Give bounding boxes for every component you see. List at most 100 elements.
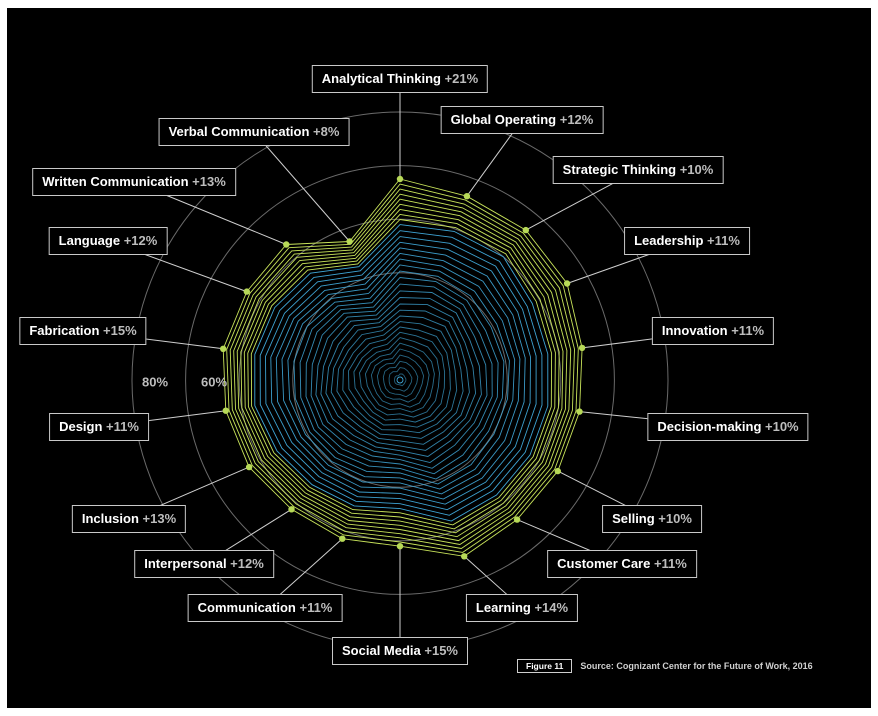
marker-innovation (578, 344, 586, 352)
label-inclusion: Inclusion +13% (71, 505, 187, 533)
center-ring (396, 376, 404, 384)
label-name: Innovation (661, 323, 728, 338)
label-name: Interpersonal (144, 556, 227, 571)
label-name: Social Media (342, 643, 421, 658)
source-text: Source: Cognizant Center for the Future … (580, 661, 813, 671)
base-line-26 (254, 224, 549, 522)
growth-line-4 (240, 203, 564, 538)
label-design: Design +11% (49, 413, 149, 441)
label-name: Verbal Communication (168, 124, 310, 139)
label-verbal-communication: Verbal Communication +8% (158, 118, 350, 146)
label-learning: Learning +14% (465, 594, 579, 622)
marker-selling (554, 467, 561, 475)
label-leadership: Leadership +11% (624, 227, 750, 255)
base-line-20 (287, 258, 516, 490)
base-line-6 (364, 342, 435, 413)
label-interpersonal: Interpersonal +12% (134, 550, 274, 578)
marker-customer-care (513, 516, 521, 523)
radar-chart (82, 79, 729, 651)
figure-badge: Figure 11 (517, 659, 573, 673)
base-line-8 (353, 331, 446, 423)
marker-decision-making (576, 408, 583, 415)
base-line-24 (265, 236, 537, 511)
growth-line-6 (233, 193, 572, 545)
base-line-15 (315, 290, 488, 463)
label-name: Strategic Thinking (562, 162, 677, 177)
label-name: Language (58, 233, 121, 248)
base-line-3 (382, 360, 419, 398)
label-name: Selling (612, 511, 655, 526)
label-delta: +10% (761, 419, 799, 434)
label-language: Language +12% (48, 227, 168, 255)
label-delta: +15% (99, 323, 137, 338)
base-line-16 (310, 283, 493, 469)
base-line-2 (388, 367, 413, 392)
marker-social-media (396, 543, 404, 550)
base-line-13 (325, 303, 477, 451)
base-line-1 (394, 373, 407, 387)
label-delta: +21% (440, 71, 479, 86)
label-communication: Communication +11% (187, 594, 343, 622)
label-delta: +13% (188, 174, 226, 189)
base-line-7 (359, 337, 440, 418)
label-name: Global Operating (450, 112, 557, 127)
base-line-22 (275, 247, 526, 500)
ring-label-60: 60% (200, 374, 228, 390)
label-delta: +11% (295, 600, 333, 615)
label-delta: +10% (676, 162, 714, 177)
growth-line-3 (243, 208, 560, 534)
label-delta: +11% (650, 556, 687, 571)
label-delta: +12% (226, 556, 264, 571)
label-delta: +11% (703, 233, 740, 248)
label-name: Communication (197, 600, 296, 615)
marker-design (222, 407, 229, 414)
label-analytical-thinking: Analytical Thinking +21% (311, 65, 489, 93)
marker-analytical-thinking (396, 175, 404, 183)
label-name: Decision-making (657, 419, 762, 434)
base-line-21 (281, 252, 521, 495)
marker-global-operating (463, 193, 471, 200)
label-delta: +13% (138, 511, 177, 526)
chart-panel: 80% 60% Analytical Thinking +21% Global O… (7, 8, 871, 708)
source-line: Figure 11 Source: Cognizant Center for t… (517, 658, 813, 674)
label-delta: +8% (309, 124, 340, 139)
base-line-23 (270, 241, 531, 505)
marker-leadership (563, 280, 571, 287)
label-social-media: Social Media +15% (332, 637, 468, 665)
base-line-9 (348, 326, 451, 428)
base-line-14 (320, 297, 482, 457)
base-line-12 (330, 309, 470, 445)
label-delta: +11% (727, 323, 765, 338)
base-line-18 (299, 270, 505, 480)
grid-ring-3 (292, 272, 508, 488)
label-delta: +10% (654, 511, 692, 526)
label-customer-care: Customer Care +11% (547, 550, 697, 578)
marker-inclusion (245, 463, 253, 471)
base-line-25 (259, 230, 543, 516)
label-name: Written Communication (42, 174, 189, 189)
base-lines (254, 224, 549, 522)
growth-line-1 (250, 219, 553, 526)
base-line-5 (370, 348, 430, 408)
marker-strategic-thinking (522, 226, 529, 234)
marker-interpersonal (288, 506, 295, 513)
label-name: Analytical Thinking (321, 71, 441, 86)
label-name: Inclusion (81, 511, 139, 526)
label-name: Learning (475, 600, 531, 615)
marker-learning (461, 553, 468, 560)
base-line-4 (376, 354, 425, 403)
base-line-19 (293, 264, 510, 485)
growth-line-5 (236, 198, 568, 542)
label-fabrication: Fabrication +15% (19, 317, 147, 345)
label-name: Design (59, 419, 103, 434)
label-innovation: Innovation +11% (651, 317, 775, 345)
marker-communication (339, 535, 346, 542)
label-name: Leadership (634, 233, 704, 248)
label-decision-making: Decision-making +10% (647, 413, 809, 441)
base-line-17 (305, 277, 499, 475)
label-selling: Selling +10% (602, 505, 702, 533)
label-name: Fabrication (29, 323, 100, 338)
label-delta: +12% (120, 233, 158, 248)
marker-verbal-communication (346, 238, 353, 245)
